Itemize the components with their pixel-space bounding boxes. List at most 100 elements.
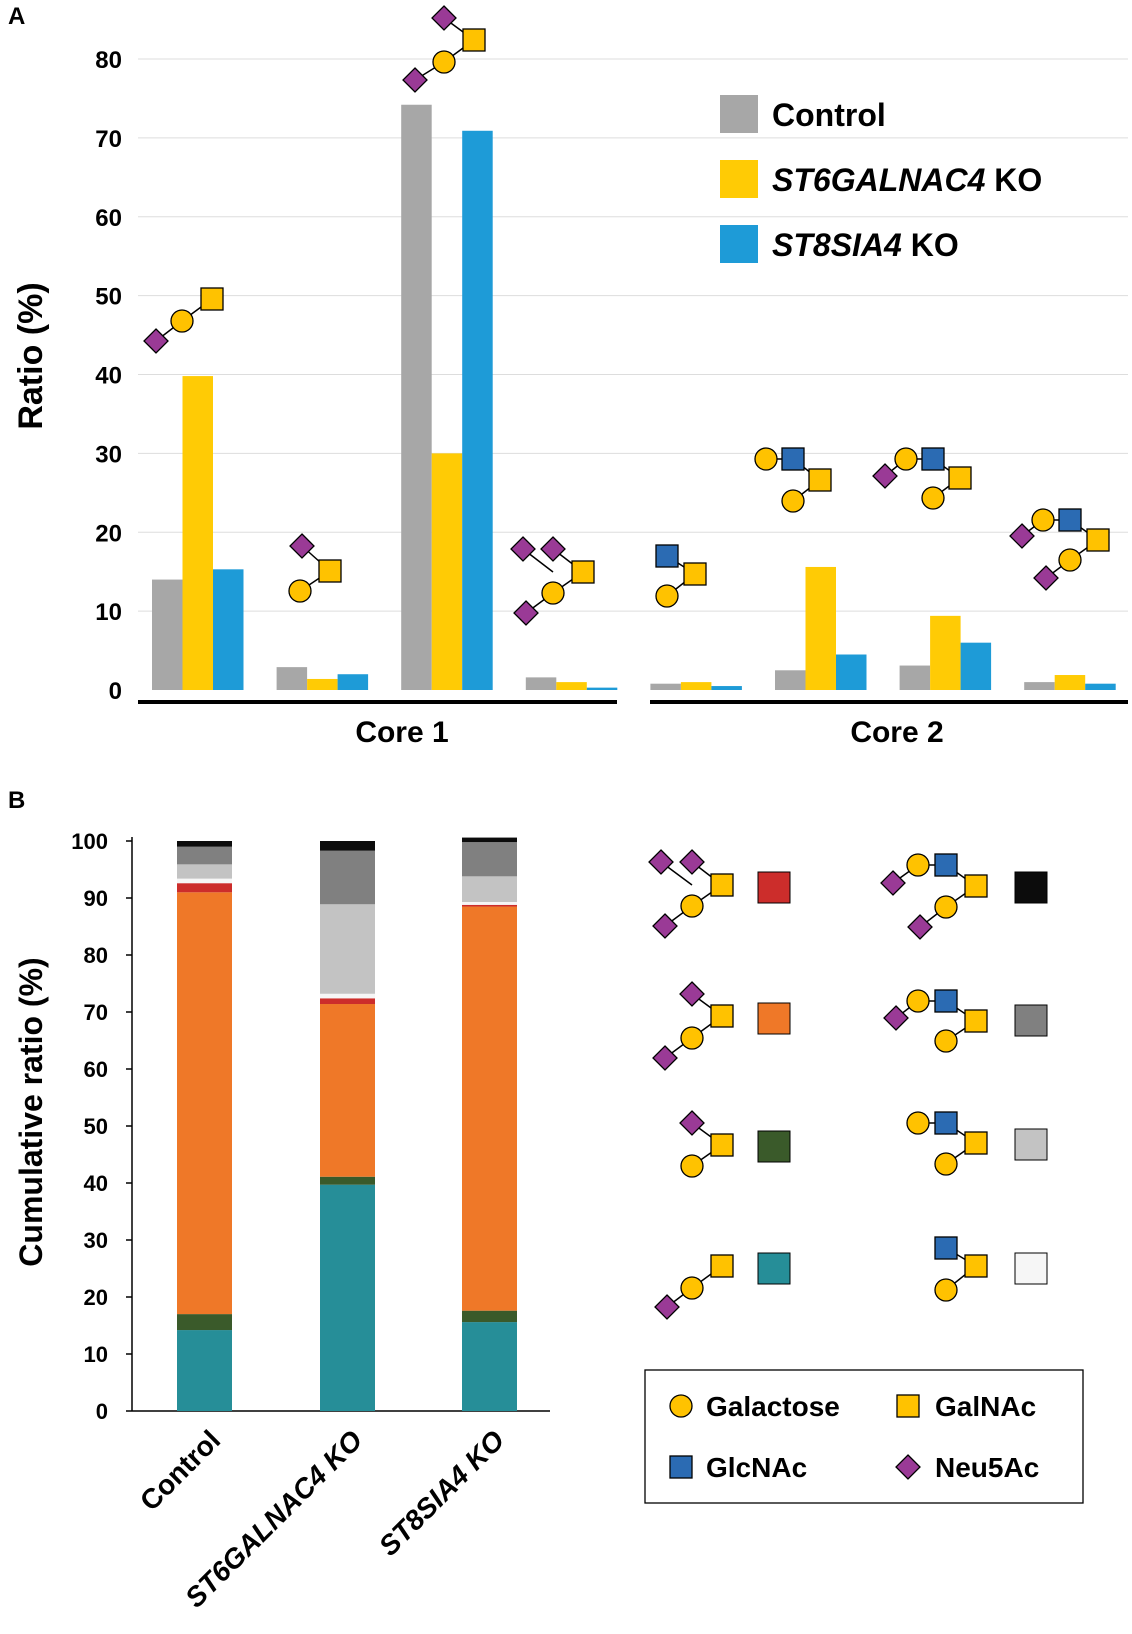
- y-tick-label-a: 40: [95, 363, 122, 390]
- galnac-icon: [964, 1131, 988, 1155]
- stack-seg-b-3-seg_white: [462, 901, 517, 905]
- bar-a-cat8-series3: [1085, 683, 1116, 690]
- y-axis-title-b: Cumulative ratio (%): [13, 957, 49, 1266]
- galnac-icon: [896, 1394, 920, 1418]
- galactose-icon: [934, 895, 958, 919]
- legend-swatch-st6: [720, 160, 758, 198]
- stack-seg-b-3-seg_black: [462, 837, 517, 843]
- galactose-icon: [680, 894, 704, 918]
- neu5ac-icon: [880, 870, 906, 896]
- key-swatch-teal: [757, 1252, 791, 1285]
- glcnac-icon: [934, 989, 958, 1013]
- bar-a-cat6-series2: [805, 566, 836, 690]
- y-tick-label-b: 30: [84, 1228, 108, 1253]
- stack-seg-b-1-seg_dkgray: [177, 846, 232, 865]
- y-ticks-b: 0 10 20 30 40 50 60 70 80 90 100: [71, 829, 132, 1424]
- group-label-core1: Core 1: [355, 716, 448, 749]
- y-tick-label-a: 10: [95, 599, 122, 626]
- galactose-icon: [680, 1154, 704, 1178]
- key-swatch-ltgray: [1014, 1128, 1048, 1161]
- neu5ac-icon: [679, 849, 705, 875]
- y-tick-label-a: 50: [95, 284, 122, 311]
- neu5ac-icon: [1009, 523, 1035, 549]
- key-row-ltgray: [906, 1111, 1048, 1176]
- y-tick-label-b: 60: [84, 1057, 108, 1082]
- legend-swatch-control: [720, 95, 758, 133]
- stack-seg-b-2-seg_black: [320, 841, 375, 851]
- y-tick-label-b: 100: [71, 829, 108, 854]
- galnac-icon: [318, 559, 342, 583]
- legend-galnac-label: GalNAc: [935, 1391, 1036, 1422]
- stack-seg-b-1-seg_orange: [177, 892, 232, 1315]
- bar-a-cat3-series3: [462, 130, 493, 690]
- stack-seg-b-2-seg_dkgreen: [320, 1176, 375, 1185]
- galnac-icon: [964, 1254, 988, 1278]
- key-row-black: [880, 853, 1048, 940]
- key-swatch-orange: [757, 1002, 791, 1035]
- galactose-icon: [934, 1029, 958, 1053]
- bar-a-cat1-series3: [213, 569, 244, 690]
- glcnac-icon: [934, 853, 958, 877]
- stack-seg-b-1-seg_ltgray: [177, 864, 232, 879]
- stack-seg-b-2-seg_orange: [320, 1004, 375, 1177]
- neu5ac-icon: [648, 849, 674, 875]
- stack-seg-b-1-seg_teal: [177, 1330, 232, 1411]
- neu5ac-icon: [431, 5, 457, 31]
- galactose-icon: [432, 50, 456, 74]
- glcnac-icon: [934, 1111, 958, 1135]
- x-label-st8: ST8SIA4 KO: [373, 1424, 511, 1562]
- legend-glcnac-label: GlcNAc: [706, 1452, 807, 1483]
- stack-seg-b-1-seg_dkgreen: [177, 1314, 232, 1331]
- bar-a-cat4-series2: [556, 682, 587, 690]
- stack-seg-b-2-seg_dkgray: [320, 850, 375, 905]
- galactose-icon: [1031, 508, 1055, 532]
- key-row-dkgray: [883, 989, 1048, 1053]
- structure-key: [648, 849, 1048, 1320]
- y-tick-label-a: 30: [95, 441, 122, 468]
- galactose-icon: [934, 1278, 958, 1302]
- galnac-icon: [710, 1133, 734, 1157]
- neu5ac-icon: [907, 914, 933, 940]
- galactose-icon: [1058, 548, 1082, 572]
- bar-a-cat5-series1: [650, 683, 681, 690]
- panel-label-b: B: [8, 787, 25, 814]
- neu5ac-icon: [679, 981, 705, 1007]
- key-row-red: [648, 849, 791, 939]
- y-tick-label-a: 70: [95, 126, 122, 153]
- bar-a-cat2-series3: [337, 674, 369, 690]
- y-tick-label-a: 0: [109, 678, 122, 705]
- stack-seg-b-3-seg_red: [462, 904, 517, 907]
- galnac-icon: [683, 562, 707, 586]
- neu5ac-icon: [679, 1110, 705, 1136]
- neu5ac-icon: [510, 536, 536, 562]
- galnac-icon: [200, 287, 224, 311]
- galnac-icon: [964, 874, 988, 898]
- galactose-icon: [680, 1276, 704, 1300]
- neu5ac-icon: [540, 536, 566, 562]
- stack-seg-b-2-seg_white: [320, 993, 375, 999]
- galactose-icon: [921, 486, 945, 510]
- galnac-icon: [710, 1004, 734, 1028]
- stack-seg-b-3-seg_ltgray: [462, 876, 517, 902]
- glcnac-icon: [781, 447, 805, 471]
- y-tick-label-b: 10: [84, 1342, 108, 1367]
- glycan-cat-3: [402, 5, 486, 93]
- galactose-icon: [680, 1026, 704, 1050]
- symbol-legend: Galactose GalNAc GlcNAc Neu5Ac: [644, 1369, 1084, 1504]
- y-tick-label-b: 40: [84, 1171, 108, 1196]
- neu5ac-icon: [883, 1005, 909, 1031]
- bar-a-cat8-series2: [1054, 675, 1086, 690]
- neu5ac-icon: [402, 67, 428, 93]
- neu5ac-icon: [1033, 565, 1059, 591]
- stack-seg-b-3-seg_orange: [462, 906, 517, 1311]
- stack-seg-b-2-seg_ltgray: [320, 904, 375, 994]
- glycan-cat-6: [754, 447, 832, 513]
- galactose-icon: [754, 447, 778, 471]
- galactose-icon: [655, 584, 679, 608]
- key-swatch-red: [757, 871, 791, 904]
- galnac-icon: [808, 468, 832, 492]
- bar-a-cat6-series3: [836, 654, 867, 690]
- bar-a-cat8-series1: [1024, 682, 1055, 690]
- key-row-orange: [652, 981, 791, 1071]
- legend-label-st6: ST6GALNAC4 KO: [772, 162, 1042, 198]
